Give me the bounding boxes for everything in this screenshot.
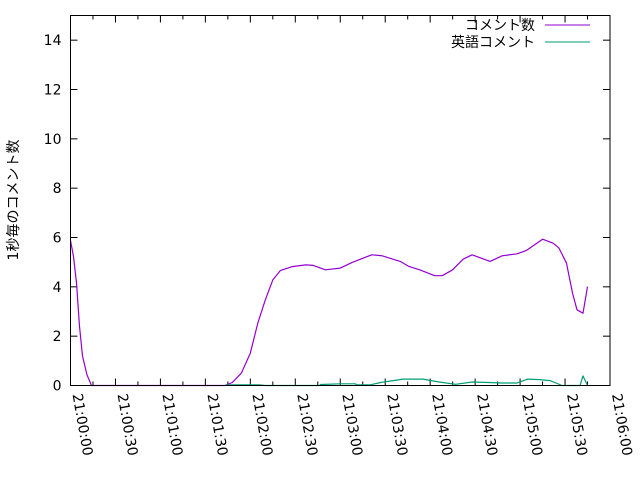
x-tick-label: 21:05:00 (518, 392, 545, 457)
x-tick-label: 21:03:30 (383, 392, 410, 457)
y-tick-label: 10 (44, 132, 62, 148)
series-line-0 (69, 238, 589, 387)
series-lines (69, 238, 589, 387)
x-tick-label: 21:00:00 (69, 392, 96, 457)
y-axis-label: 1秒毎のコメント数 (6, 140, 22, 261)
legend: コメント数 英語コメント (451, 18, 590, 51)
plot-frame (70, 15, 611, 386)
legend-label-0: コメント数 (465, 18, 535, 34)
y-tick-label: 8 (53, 181, 62, 197)
x-tick-label: 21:02:30 (293, 392, 320, 457)
y-tick-label: 6 (53, 231, 62, 247)
x-tick-label: 21:02:00 (248, 392, 275, 457)
y-tick-label: 4 (53, 280, 62, 296)
y-tick-label: 12 (44, 83, 62, 99)
x-tick-label: 21:04:00 (428, 392, 455, 457)
x-tick-label: 21:00:30 (114, 392, 141, 457)
x-tick-label: 21:01:30 (203, 392, 230, 457)
x-tick-label: 21:01:00 (158, 392, 185, 457)
y-tick-label: 14 (44, 33, 62, 49)
legend-label-1: 英語コメント (451, 34, 535, 51)
x-tick-label: 21:05:30 (563, 392, 590, 457)
x-tick-label: 21:06:00 (608, 392, 635, 457)
series-line-1 (224, 375, 589, 387)
y-tick-label: 0 (53, 379, 62, 395)
y-tick-label: 2 (53, 329, 62, 345)
x-tick-label: 21:04:30 (473, 392, 500, 457)
x-tick-label: 21:03:00 (338, 392, 365, 457)
axes: 0 2 4 6 8 10 12 14 21:00:00 21:00:30 21:01:00 21:01… (44, 15, 635, 457)
